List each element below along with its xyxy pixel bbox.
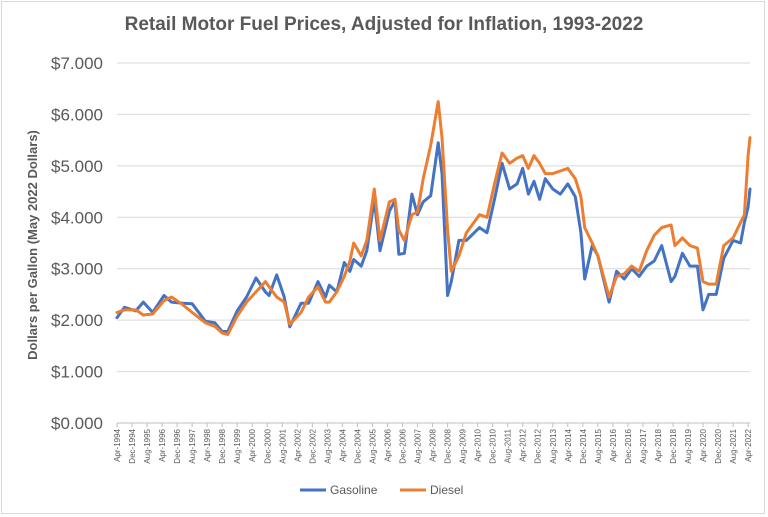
x-tick-label: Aug-2009 bbox=[459, 428, 468, 463]
x-axis-ticks: Apr-1994 Dec-1994 Aug-1995 Apr-1996 Dec-1996… bbox=[113, 423, 753, 464]
x-tick-label: Apr-2004 bbox=[338, 428, 347, 461]
x-tick-label: Apr-2002 bbox=[293, 428, 302, 461]
x-tick-label: Dec-2004 bbox=[353, 428, 362, 463]
x-tick-label: Aug-2005 bbox=[368, 428, 377, 463]
y-axis-label: Dollars per Gallon (May 2022 Dollars) bbox=[25, 130, 40, 360]
legend: Gasoline Diesel bbox=[300, 483, 463, 497]
x-tick-label: Dec-2020 bbox=[714, 428, 723, 463]
x-tick-label: Dec-1998 bbox=[218, 428, 227, 463]
y-tick-label: $1.000 bbox=[51, 363, 103, 382]
x-tick-label: Dec-2008 bbox=[444, 428, 453, 463]
x-tick-label: Apr-2008 bbox=[429, 428, 438, 461]
x-tick-label: Dec-1994 bbox=[128, 428, 137, 463]
x-tick-label: Aug-1995 bbox=[143, 428, 152, 463]
x-tick-label: Aug-2003 bbox=[323, 428, 332, 463]
x-tick-label: Dec-2002 bbox=[308, 428, 317, 463]
x-tick-label: Dec-2000 bbox=[263, 428, 272, 463]
legend-label-diesel: Diesel bbox=[430, 483, 463, 497]
y-tick-label: $4.000 bbox=[51, 208, 103, 227]
x-tick-label: Dec-2010 bbox=[489, 428, 498, 463]
x-tick-label: Dec-2006 bbox=[399, 428, 408, 463]
x-tick-label: Aug-1997 bbox=[188, 428, 197, 463]
x-tick-label: Aug-1999 bbox=[233, 428, 242, 463]
x-tick-label: Dec-2016 bbox=[624, 428, 633, 463]
series-line-diesel bbox=[115, 100, 752, 336]
y-tick-label: $6.000 bbox=[51, 105, 103, 124]
x-tick-label: Aug-2015 bbox=[594, 428, 603, 463]
x-tick-label: Aug-2007 bbox=[414, 428, 423, 463]
x-tick-label: Aug-2001 bbox=[278, 428, 287, 463]
x-tick-label: Apr-2012 bbox=[519, 428, 528, 461]
x-tick-label: Aug-2011 bbox=[504, 428, 513, 463]
x-tick-label: Apr-2010 bbox=[474, 428, 483, 461]
x-tick-label: Apr-2000 bbox=[248, 428, 257, 461]
x-tick-label: Apr-2014 bbox=[564, 428, 573, 461]
x-tick-label: Aug-2019 bbox=[684, 428, 693, 463]
legend-label-gasoline: Gasoline bbox=[330, 483, 378, 497]
y-tick-label: $3.000 bbox=[51, 260, 103, 279]
x-tick-label: Apr-1996 bbox=[158, 428, 167, 461]
series-lines bbox=[115, 100, 752, 336]
x-tick-label: Dec-2014 bbox=[579, 428, 588, 463]
x-tick-label: Dec-1996 bbox=[173, 428, 182, 463]
x-tick-label: Dec-2012 bbox=[534, 428, 543, 463]
y-tick-label: $7.000 bbox=[51, 54, 103, 73]
x-tick-label: Apr-1994 bbox=[113, 428, 122, 461]
x-tick-label: Apr-2018 bbox=[654, 428, 663, 461]
x-tick-label: Apr-2020 bbox=[699, 428, 708, 461]
x-tick-label: Aug-2021 bbox=[729, 428, 738, 463]
x-tick-label: Apr-2016 bbox=[609, 428, 618, 461]
x-tick-label: Aug-2017 bbox=[639, 428, 648, 463]
y-tick-label: $0.000 bbox=[51, 414, 103, 433]
x-tick-label: Apr-2006 bbox=[383, 428, 392, 461]
y-tick-label: $5.000 bbox=[51, 157, 103, 176]
y-axis-ticks: $0.000 $1.000 $2.000 $3.000 $4.000 $5.000 $6.0… bbox=[51, 54, 103, 433]
chart-title: Retail Motor Fuel Prices, Adjusted for I… bbox=[124, 14, 644, 35]
x-tick-label: Apr-2022 bbox=[744, 428, 753, 461]
x-tick-label: Aug-2013 bbox=[549, 428, 558, 463]
y-tick-label: $2.000 bbox=[51, 311, 103, 330]
x-tick-label: Apr-1998 bbox=[203, 428, 212, 461]
x-tick-label: Dec-2018 bbox=[669, 428, 678, 463]
series-line-gasoline bbox=[115, 141, 752, 333]
